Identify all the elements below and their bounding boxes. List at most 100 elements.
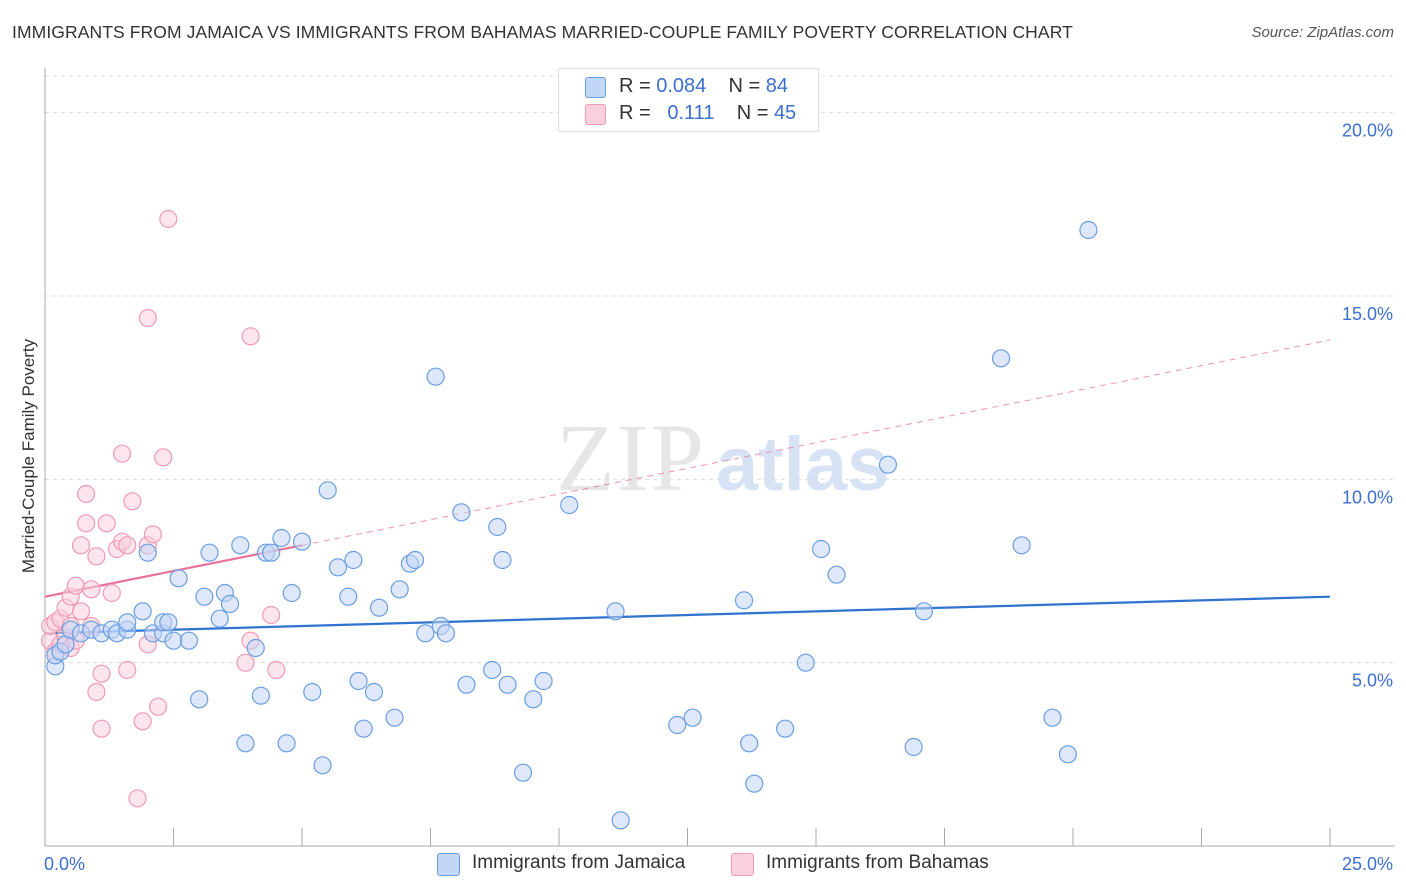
point-jamaica (488, 517, 507, 537)
bottom-legend-swatch-jamaica (437, 853, 460, 876)
y-axis-label: Married-Couple Family Poverty (19, 338, 38, 574)
correlation-legend: R = 0.084 N = 84 R = 0.111 N = 45 (558, 68, 819, 132)
legend-r-value: 0.084 (656, 75, 707, 97)
point-jamaica (483, 660, 502, 680)
point-bahamas (159, 209, 178, 229)
point-jamaica (303, 682, 322, 702)
point-jamaica (364, 682, 384, 702)
data-points (41, 209, 1098, 830)
point-bahamas (123, 492, 142, 511)
point-jamaica (292, 532, 312, 551)
y-tick-label: 10.0% (1342, 487, 1393, 507)
point-jamaica (344, 550, 363, 570)
point-jamaica (668, 715, 687, 735)
point-bahamas (118, 536, 137, 555)
point-jamaica (416, 624, 435, 643)
y-tick-label: 15.0% (1342, 304, 1393, 324)
chart-title: IMMIGRANTS FROM JAMAICA VS IMMIGRANTS FR… (12, 22, 1073, 42)
point-jamaica (246, 638, 265, 658)
point-bahamas (92, 664, 111, 683)
point-jamaica (349, 671, 368, 691)
point-jamaica (683, 708, 702, 727)
point-jamaica (493, 550, 512, 570)
legend-r-value: 0.111 (667, 102, 715, 124)
point-jamaica (1012, 536, 1031, 555)
point-jamaica (164, 631, 183, 650)
trend-line-jamaica (44, 595, 1331, 635)
legend-n-label: N = (728, 75, 761, 97)
point-bahamas (112, 444, 132, 463)
bottom-legend-label-bahamas: Immigrants from Bahamas (766, 852, 989, 873)
point-jamaica (339, 587, 358, 606)
legend-r-label: R = (619, 102, 651, 124)
point-bahamas (66, 576, 85, 595)
point-jamaica (1043, 708, 1062, 727)
watermark-atlas: atlas (716, 422, 889, 507)
point-bahamas (97, 514, 116, 533)
point-bahamas (118, 660, 137, 680)
point-jamaica (385, 708, 404, 727)
legend-n-label: N = (736, 102, 769, 124)
point-jamaica (251, 686, 270, 705)
point-bahamas (138, 308, 157, 328)
trend-dashed-bahamas (301, 339, 1331, 546)
point-jamaica (426, 367, 445, 386)
legend-text-bahamas: R = 0.111 N = 45 (619, 102, 796, 125)
point-jamaica (498, 675, 517, 694)
point-jamaica (190, 690, 209, 709)
legend-r-label: R = (619, 75, 651, 97)
point-jamaica (914, 602, 934, 621)
point-bahamas (133, 712, 152, 731)
point-jamaica (179, 631, 199, 650)
point-jamaica (436, 624, 456, 643)
tick-labels: 5.0% 10.0% 15.0% 20.0% 0.0% 25.0% (44, 121, 1393, 874)
point-jamaica (452, 503, 471, 522)
point-jamaica (513, 763, 533, 782)
point-bahamas (77, 484, 96, 504)
point-jamaica (405, 550, 425, 570)
point-jamaica (1058, 745, 1077, 764)
point-jamaica (231, 536, 250, 555)
watermark: ZIP atlas (556, 404, 889, 511)
point-jamaica (534, 671, 553, 691)
point-bahamas (267, 660, 286, 680)
point-jamaica (195, 587, 214, 606)
point-bahamas (241, 327, 260, 346)
point-bahamas (77, 514, 96, 533)
point-jamaica (606, 602, 625, 621)
point-jamaica (313, 756, 332, 775)
point-jamaica (370, 598, 389, 617)
point-bahamas (87, 547, 106, 566)
watermark-zip: ZIP (556, 404, 706, 511)
point-jamaica (390, 580, 409, 599)
point-jamaica (133, 602, 152, 621)
x-tick-label: 25.0% (1342, 854, 1393, 874)
point-jamaica (354, 719, 373, 738)
point-jamaica (904, 737, 923, 757)
x-tick-label: 0.0% (44, 854, 85, 874)
point-bahamas (262, 605, 281, 625)
point-jamaica (328, 558, 348, 577)
point-jamaica (827, 565, 846, 584)
point-jamaica (812, 539, 831, 559)
legend-n-value: 84 (765, 75, 789, 97)
point-bahamas (82, 580, 101, 599)
legend-swatch-jamaica (585, 77, 606, 98)
point-jamaica (282, 583, 301, 603)
grid-lines (45, 75, 1395, 664)
point-jamaica (272, 528, 291, 548)
point-bahamas (102, 583, 121, 603)
source-label: Source: ZipAtlas.com (1251, 24, 1394, 41)
point-jamaica (776, 719, 795, 738)
point-bahamas (71, 602, 91, 621)
point-bahamas (128, 789, 147, 808)
point-bahamas (71, 536, 91, 555)
point-jamaica (734, 591, 754, 610)
point-jamaica (611, 811, 630, 830)
point-jamaica (138, 543, 157, 562)
point-jamaica (262, 543, 281, 562)
point-bahamas (154, 448, 173, 467)
point-jamaica (457, 675, 476, 694)
point-jamaica (796, 653, 815, 672)
